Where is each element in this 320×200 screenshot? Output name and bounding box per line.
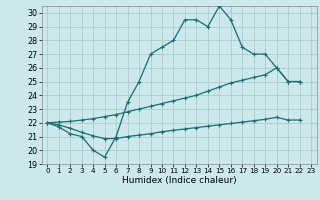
X-axis label: Humidex (Indice chaleur): Humidex (Indice chaleur): [122, 176, 236, 185]
